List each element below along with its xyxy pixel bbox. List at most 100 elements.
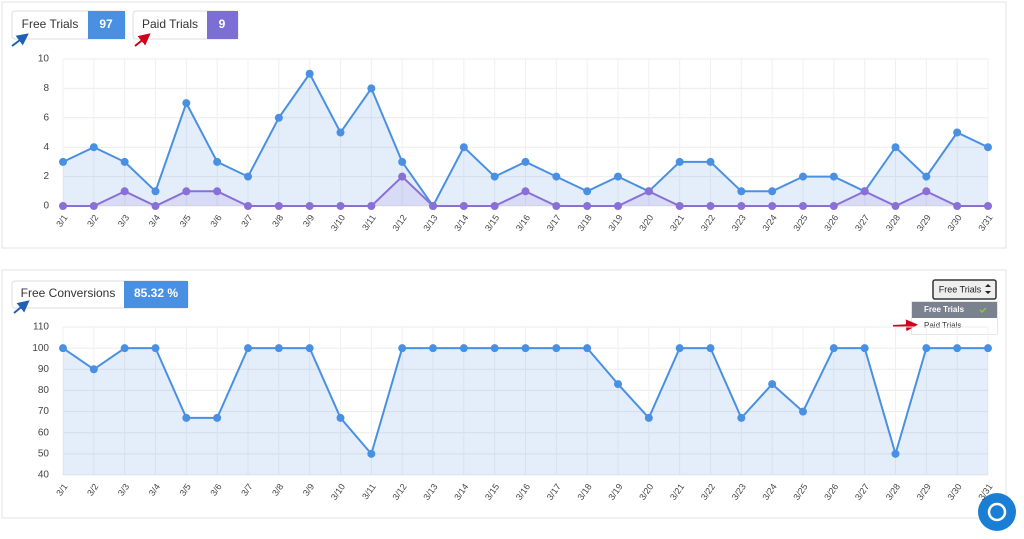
point — [398, 344, 407, 353]
point — [829, 172, 838, 181]
point — [213, 157, 222, 166]
point — [521, 187, 530, 196]
y-tick-label: 0 — [43, 201, 49, 212]
y-tick-label: 8 — [43, 83, 49, 94]
badge-value-bg — [207, 11, 238, 39]
point — [706, 344, 715, 353]
point — [459, 344, 468, 353]
badge-label: Free Trials — [22, 17, 79, 31]
point — [336, 202, 345, 210]
point — [151, 344, 160, 353]
badge-label: Free Conversions — [21, 286, 116, 300]
help-icon — [987, 502, 1007, 522]
y-tick-label: 70 — [38, 406, 50, 417]
point — [151, 202, 160, 210]
point — [336, 128, 345, 137]
point — [305, 202, 314, 210]
point — [675, 344, 684, 353]
point — [583, 202, 592, 210]
help-button[interactable] — [978, 493, 1016, 531]
point — [984, 344, 992, 353]
y-tick-label: 6 — [43, 112, 49, 123]
panel — [1, 269, 1007, 519]
point — [305, 69, 314, 78]
point — [614, 380, 622, 389]
point — [59, 344, 67, 353]
point — [398, 172, 407, 181]
point — [490, 172, 499, 181]
point — [675, 157, 684, 166]
point — [953, 202, 962, 210]
menu-item-selected[interactable] — [912, 302, 997, 318]
y-tick-label: 2 — [43, 171, 49, 182]
y-tick-label: 4 — [43, 142, 49, 153]
point — [367, 202, 376, 210]
y-tick-label: 60 — [38, 427, 50, 438]
point — [490, 344, 499, 353]
y-tick-label: 100 — [32, 343, 49, 354]
point — [120, 157, 129, 166]
dropdown-label: Free Trials — [939, 284, 982, 294]
point — [244, 344, 252, 353]
menu-item-bg[interactable] — [912, 318, 997, 334]
point — [120, 344, 129, 353]
point — [213, 187, 222, 196]
point — [644, 187, 653, 196]
arrow — [13, 300, 30, 314]
point — [953, 128, 962, 137]
point — [891, 449, 900, 458]
point — [120, 187, 129, 196]
point — [614, 202, 622, 210]
point — [953, 344, 962, 353]
point — [799, 202, 807, 210]
point — [891, 143, 900, 152]
point — [59, 202, 67, 210]
point — [490, 202, 499, 210]
point — [891, 202, 900, 210]
point — [675, 202, 684, 210]
point — [984, 143, 992, 152]
menu-item: Free Trials — [924, 305, 965, 314]
point — [244, 202, 252, 210]
point — [922, 172, 931, 181]
point — [151, 187, 160, 196]
arrow — [892, 319, 918, 332]
badge-label: Paid Trials — [142, 17, 198, 31]
y-tick-label: 110 — [33, 322, 49, 333]
point — [768, 187, 777, 196]
point — [274, 113, 283, 122]
point — [706, 202, 715, 210]
point — [182, 99, 191, 108]
point — [799, 172, 807, 181]
point — [305, 344, 314, 353]
point — [829, 344, 838, 353]
point — [583, 344, 592, 353]
point — [922, 187, 931, 196]
point — [213, 413, 222, 422]
point — [984, 202, 992, 210]
point — [274, 202, 283, 210]
badge-value: 9 — [219, 17, 226, 31]
point — [583, 187, 592, 196]
badge-value-bg — [124, 281, 188, 308]
point — [459, 143, 468, 152]
area — [63, 73, 988, 206]
point — [829, 202, 838, 210]
point — [274, 344, 283, 353]
dropdown-button[interactable] — [932, 279, 997, 300]
y-tick-label: 50 — [38, 448, 50, 459]
arrow — [134, 33, 151, 47]
point — [768, 202, 777, 210]
point — [706, 157, 715, 166]
point — [59, 157, 67, 166]
point — [367, 84, 376, 93]
point — [182, 187, 191, 196]
y-tick-label: 90 — [38, 364, 50, 375]
panel — [1, 1, 1007, 249]
point — [398, 157, 407, 166]
y-tick-label: 80 — [38, 385, 50, 396]
point — [737, 202, 746, 210]
point — [860, 344, 869, 353]
